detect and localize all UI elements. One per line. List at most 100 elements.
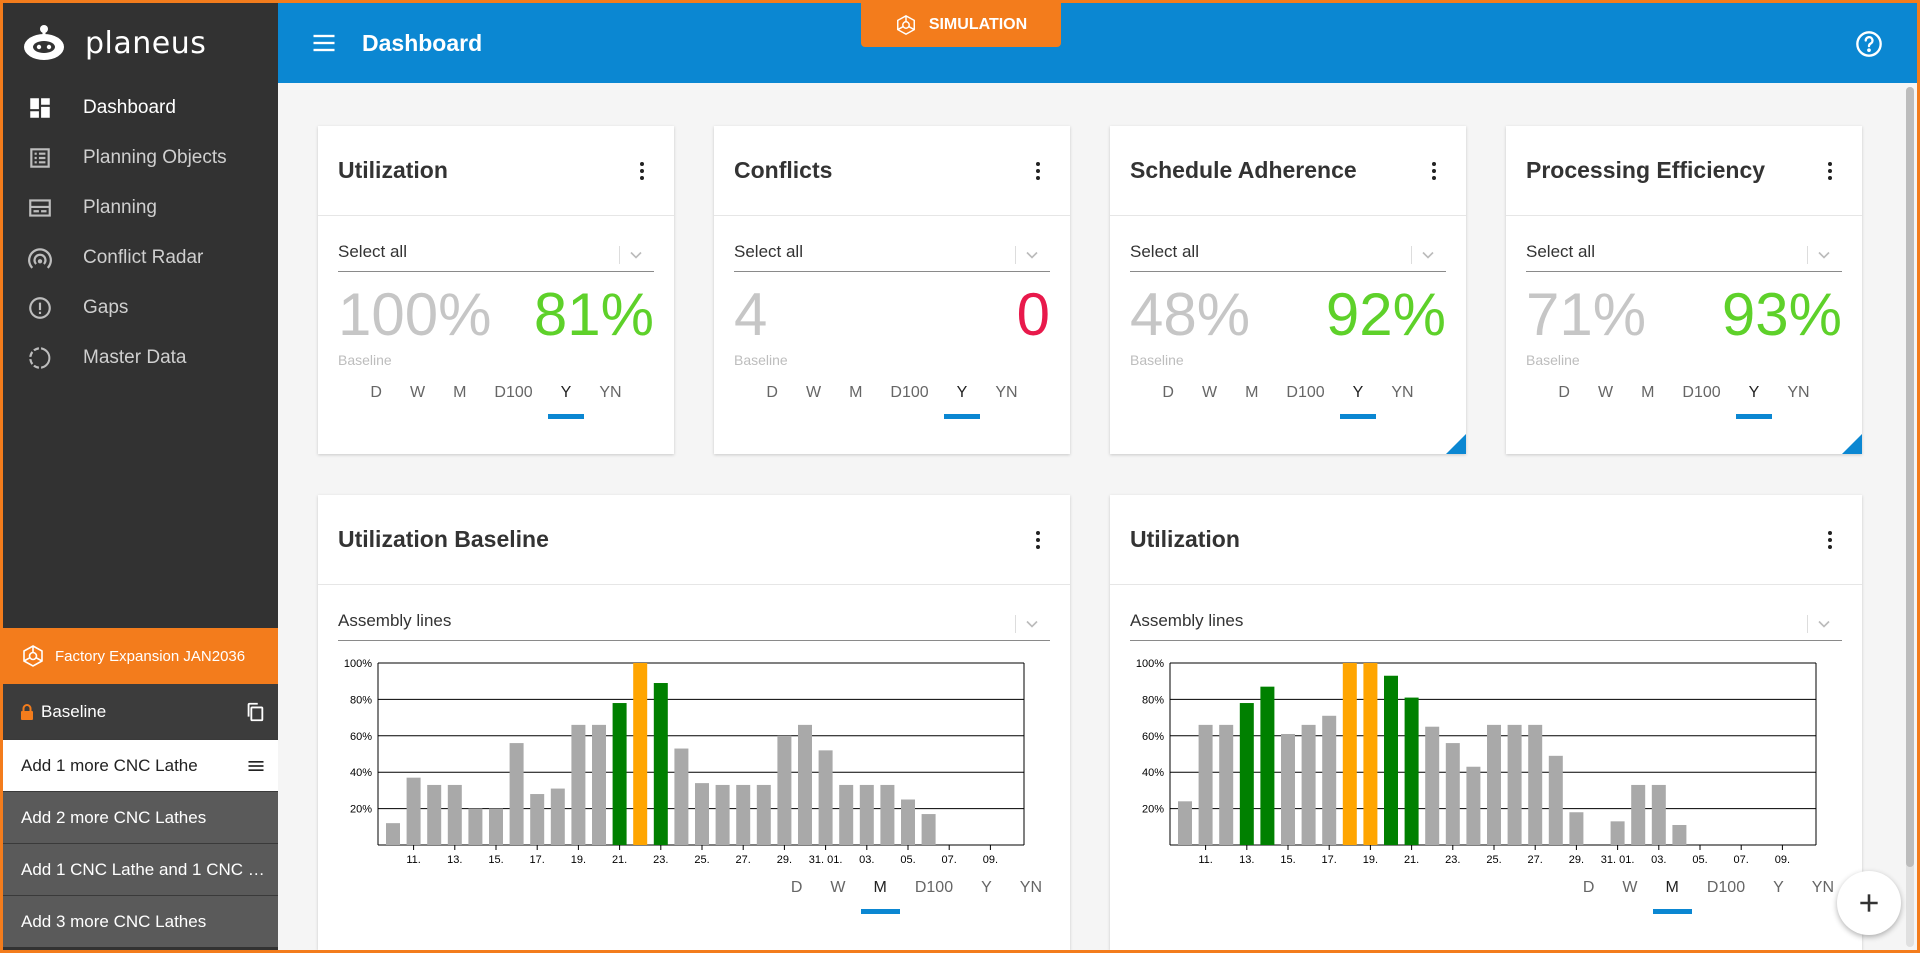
chart-bar[interactable]	[1322, 715, 1337, 845]
more-vert-icon[interactable]	[1026, 528, 1050, 552]
chart-bar[interactable]	[1507, 724, 1522, 845]
chart-bar[interactable]	[1445, 743, 1460, 845]
simulation-variant[interactable]: Add 1 more CNC Lathe	[3, 739, 278, 791]
sidebar-item-conflict-radar[interactable]: Conflict Radar	[3, 233, 278, 283]
chart-bar[interactable]	[1384, 675, 1398, 845]
chart-bar[interactable]	[509, 743, 524, 845]
chart-bar[interactable]	[777, 735, 792, 845]
chart-bar[interactable]	[1631, 784, 1646, 845]
chart-bar[interactable]	[1487, 724, 1501, 845]
period-tab[interactable]: YN	[1787, 384, 1810, 401]
period-tab[interactable]: Y	[943, 384, 982, 420]
chart-bar[interactable]	[839, 784, 854, 845]
filter-select[interactable]: Select all	[338, 242, 654, 272]
simulation-badge[interactable]: SIMULATION	[861, 3, 1061, 47]
period-tab[interactable]: YN	[1811, 879, 1834, 896]
drag-handle-icon[interactable]	[246, 756, 266, 776]
chart-bar[interactable]	[1528, 724, 1543, 845]
chart-bar[interactable]	[736, 784, 751, 845]
chart-bar[interactable]	[1425, 726, 1440, 845]
chart-bar[interactable]	[695, 783, 709, 845]
period-tab[interactable]: Y	[1735, 384, 1774, 420]
chevron-down-icon[interactable]	[1814, 614, 1834, 634]
chart-bar[interactable]	[1672, 824, 1687, 845]
chart-bar[interactable]	[447, 784, 462, 845]
simulation-variant[interactable]: Add 3 more CNC Lathes	[3, 895, 278, 947]
period-tab[interactable]: Y	[1773, 879, 1784, 896]
chevron-down-icon[interactable]	[1022, 245, 1042, 265]
chevron-down-icon[interactable]	[626, 245, 646, 265]
chart-bar[interactable]	[386, 823, 400, 845]
period-tab[interactable]: D100	[1286, 384, 1325, 401]
filter-select[interactable]: Select all	[734, 242, 1050, 272]
chart-bar[interactable]	[1178, 801, 1192, 845]
chart-bar[interactable]	[1569, 812, 1584, 845]
chart-bar[interactable]	[756, 784, 771, 845]
period-tab[interactable]: M	[1652, 879, 1693, 915]
chart-bar[interactable]	[468, 808, 483, 845]
chevron-down-icon[interactable]	[1418, 245, 1438, 265]
chart-bar[interactable]	[427, 784, 442, 845]
period-tab[interactable]: D100	[494, 384, 533, 401]
simulation-variant[interactable]: Add 2 more CNC Lathes	[3, 791, 278, 843]
sidebar-item-gaps[interactable]: Gaps	[3, 283, 278, 333]
period-tab[interactable]: Y	[1339, 384, 1378, 420]
app-logo[interactable]: planeus	[3, 3, 278, 83]
baseline-row[interactable]: Baseline	[3, 684, 278, 739]
simulation-variant[interactable]: Add 1 CNC Lathe and 1 CNC …	[3, 843, 278, 895]
filter-select[interactable]: Select all	[1526, 242, 1842, 272]
more-vert-icon[interactable]	[630, 159, 654, 183]
help-icon[interactable]	[1855, 30, 1883, 58]
chart-bar[interactable]	[1466, 766, 1481, 845]
chart-bar[interactable]	[571, 724, 586, 845]
period-tab[interactable]: M	[453, 384, 467, 401]
chart-bar[interactable]	[674, 748, 689, 845]
period-tab[interactable]: Y	[547, 384, 586, 420]
period-tab[interactable]: D	[370, 384, 382, 401]
period-tab[interactable]: W	[1201, 384, 1218, 401]
period-tab[interactable]: D	[1558, 384, 1570, 401]
period-tab[interactable]: M	[1245, 384, 1259, 401]
chart-bar[interactable]	[798, 724, 812, 845]
chart-bar[interactable]	[1301, 724, 1316, 845]
scrollbar[interactable]	[1906, 87, 1914, 947]
chart-bar[interactable]	[489, 808, 503, 845]
period-tab[interactable]: D100	[890, 384, 929, 401]
chart-bar[interactable]	[1404, 697, 1419, 845]
chevron-down-icon[interactable]	[1022, 614, 1042, 634]
period-tab[interactable]: W	[805, 384, 822, 401]
period-tab[interactable]: W	[409, 384, 426, 401]
period-tab[interactable]: D	[1582, 879, 1595, 896]
chart-bar[interactable]	[1651, 784, 1666, 845]
add-widget-button[interactable]	[1837, 871, 1901, 935]
chart-bar[interactable]	[1548, 755, 1563, 845]
chart-bar[interactable]	[1281, 733, 1295, 845]
period-tab[interactable]: YN	[1391, 384, 1414, 401]
chart-bar[interactable]	[1260, 686, 1275, 845]
more-vert-icon[interactable]	[1818, 528, 1842, 552]
chevron-down-icon[interactable]	[1814, 245, 1834, 265]
period-tab[interactable]: YN	[995, 384, 1018, 401]
chart-bar[interactable]	[1363, 663, 1378, 845]
period-tab[interactable]: D100	[1706, 879, 1746, 896]
chart-bar[interactable]	[715, 784, 730, 845]
chart-bar[interactable]	[406, 777, 421, 845]
chart-bar[interactable]	[1219, 724, 1234, 845]
chart-bar[interactable]	[530, 794, 545, 845]
period-tab[interactable]: D100	[914, 879, 954, 896]
more-vert-icon[interactable]	[1026, 159, 1050, 183]
period-tab[interactable]: M	[849, 384, 863, 401]
sidebar-item-planning[interactable]: Planning	[3, 183, 278, 233]
period-tab[interactable]: D	[1162, 384, 1174, 401]
period-tab[interactable]: D	[790, 879, 803, 896]
chart-bar[interactable]	[1610, 821, 1625, 845]
chart-bar[interactable]	[633, 663, 648, 845]
chart-bar[interactable]	[1198, 724, 1213, 845]
period-tab[interactable]: M	[860, 879, 901, 915]
chart-bar[interactable]	[592, 724, 606, 845]
chart-bar[interactable]	[880, 784, 895, 845]
resize-corner[interactable]	[1446, 434, 1466, 454]
sidebar-item-planning-objects[interactable]: Planning Objects	[3, 133, 278, 183]
sidebar-item-master-data[interactable]: Master Data	[3, 333, 278, 383]
more-vert-icon[interactable]	[1422, 159, 1446, 183]
